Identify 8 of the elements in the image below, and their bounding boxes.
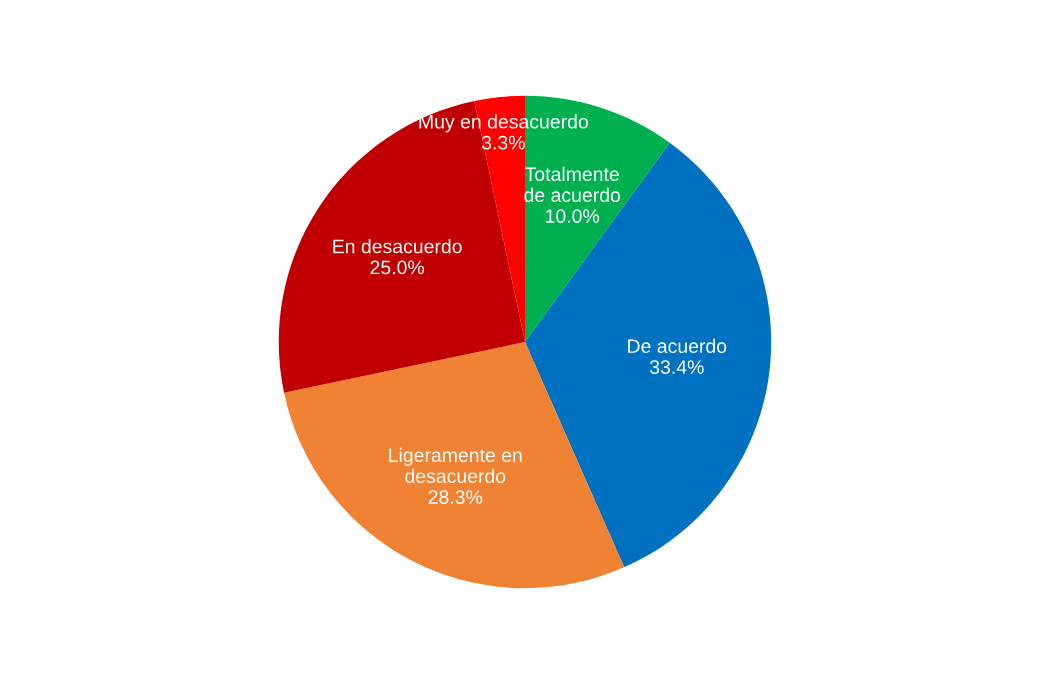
slice-label: En desacuerdo <box>333 239 462 254</box>
slice-label: De acuerdo <box>628 338 727 354</box>
data-label: 3.3% <box>481 135 525 150</box>
slice-label: Ligeramente en desacuerdo <box>389 447 522 484</box>
data-label: 28.3% <box>428 490 483 504</box>
data-label: 33.4% <box>649 360 704 374</box>
data-label: 10.0% <box>546 209 600 223</box>
data-label: 25.0% <box>370 260 425 275</box>
